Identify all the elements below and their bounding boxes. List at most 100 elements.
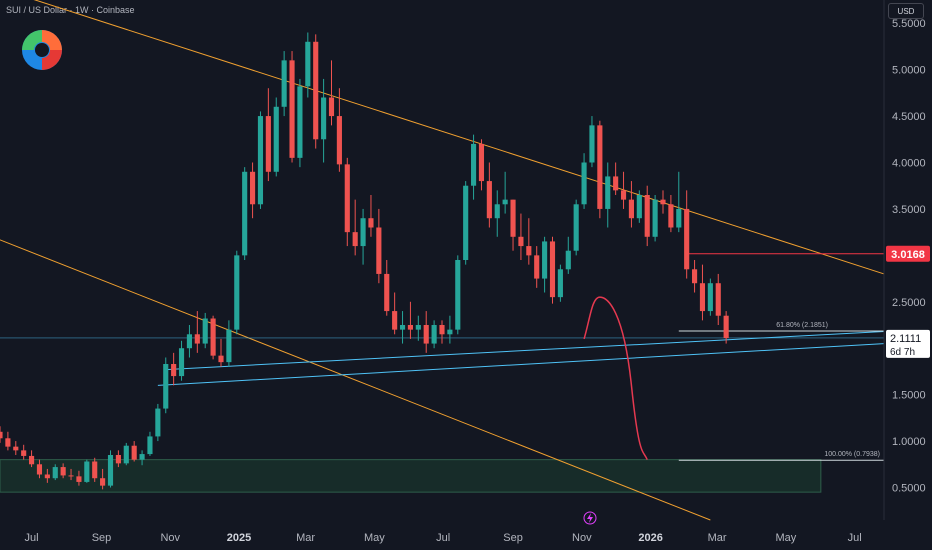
candle bbox=[542, 236, 548, 293]
y-tick-label: 1.5000 bbox=[892, 390, 926, 402]
candle bbox=[478, 139, 485, 191]
candle bbox=[526, 218, 532, 265]
candle bbox=[123, 442, 129, 466]
candle bbox=[628, 181, 634, 228]
candle bbox=[60, 463, 66, 479]
candle bbox=[218, 338, 224, 367]
countdown-label: 6d 7h bbox=[890, 347, 915, 358]
candle bbox=[439, 320, 445, 344]
candle bbox=[257, 111, 264, 209]
candle bbox=[494, 190, 500, 237]
y-tick-label: 5.5000 bbox=[892, 18, 926, 30]
x-tick-label: Sep bbox=[503, 532, 523, 544]
currency-button[interactable]: USD bbox=[888, 3, 924, 19]
candle bbox=[29, 450, 35, 468]
candle bbox=[115, 450, 121, 468]
candle bbox=[605, 162, 611, 228]
candle bbox=[281, 51, 287, 117]
last-price-tag bbox=[886, 329, 930, 358]
candle bbox=[668, 195, 674, 233]
candle bbox=[194, 311, 200, 353]
candle bbox=[163, 357, 169, 414]
candle bbox=[534, 246, 540, 288]
candle bbox=[44, 468, 50, 483]
candle bbox=[486, 162, 492, 228]
candle bbox=[68, 468, 74, 481]
candle bbox=[210, 315, 216, 360]
candle bbox=[186, 325, 192, 358]
chart-header-symbol: SUI / US Dollar · 1W · Coinbase bbox=[6, 5, 135, 15]
demand-zone bbox=[0, 459, 822, 493]
candle bbox=[352, 199, 358, 256]
candle bbox=[5, 431, 11, 451]
candle bbox=[518, 213, 524, 260]
candle bbox=[13, 441, 19, 455]
last-price-label: 2.1111 bbox=[890, 333, 921, 345]
fib-618-label: 61.80% (2.1851) bbox=[776, 322, 828, 329]
candle bbox=[21, 444, 27, 460]
lightning-icon[interactable] bbox=[583, 511, 597, 525]
candle bbox=[597, 120, 603, 219]
candle bbox=[407, 301, 413, 339]
candle bbox=[202, 312, 208, 349]
candle bbox=[273, 97, 279, 177]
candle bbox=[565, 236, 571, 274]
projection-curve bbox=[583, 296, 648, 460]
candle bbox=[549, 236, 556, 304]
candle bbox=[0, 426, 3, 443]
candle bbox=[376, 208, 382, 284]
candle bbox=[723, 311, 729, 344]
support-line-2 bbox=[157, 343, 885, 386]
lower-trendline bbox=[0, 239, 711, 521]
candle bbox=[178, 340, 185, 381]
candle bbox=[636, 190, 642, 223]
candle bbox=[368, 195, 374, 237]
candle bbox=[289, 51, 295, 163]
candle bbox=[384, 260, 390, 316]
candle bbox=[676, 171, 682, 233]
y-tick-label: 3.5000 bbox=[892, 204, 926, 216]
x-tick-label: Jul bbox=[436, 532, 450, 544]
x-tick-label: Jul bbox=[25, 532, 39, 544]
marker-price-tag bbox=[886, 245, 930, 262]
candle bbox=[297, 78, 303, 168]
candle bbox=[305, 32, 311, 98]
candle bbox=[336, 88, 342, 172]
candle bbox=[684, 190, 690, 279]
x-tick-label: May bbox=[364, 532, 385, 544]
candle bbox=[100, 468, 106, 490]
x-tick-label: Sep bbox=[92, 532, 112, 544]
candle bbox=[321, 78, 327, 163]
y-tick-label: 4.5000 bbox=[892, 111, 926, 123]
candle bbox=[155, 403, 161, 442]
upper-trendline bbox=[33, 0, 885, 275]
candle bbox=[581, 153, 587, 209]
candle bbox=[265, 88, 271, 182]
y-tick-label: 1.0000 bbox=[892, 436, 926, 448]
fib-100-label: 100.00% (0.7938) bbox=[824, 451, 880, 458]
candle bbox=[415, 315, 421, 341]
x-tick-label: Nov bbox=[572, 532, 592, 544]
sui-logo-icon bbox=[22, 30, 62, 70]
candle bbox=[360, 208, 366, 265]
x-tick-label: Nov bbox=[160, 532, 180, 544]
y-tick-label: 5.0000 bbox=[892, 65, 926, 77]
candle bbox=[660, 190, 666, 214]
candle bbox=[455, 255, 461, 335]
y-tick-label: 2.5000 bbox=[892, 297, 926, 309]
candle bbox=[423, 311, 429, 353]
candle bbox=[399, 311, 406, 344]
candle bbox=[234, 250, 240, 335]
candle bbox=[171, 352, 177, 386]
x-tick-label: Jul bbox=[848, 532, 862, 544]
y-tick-label: 0.5000 bbox=[892, 483, 926, 495]
candle bbox=[36, 459, 43, 479]
candle bbox=[510, 199, 516, 251]
candle bbox=[139, 450, 145, 466]
candle bbox=[147, 431, 153, 456]
candle bbox=[644, 185, 650, 247]
candle bbox=[328, 60, 335, 126]
candle bbox=[76, 470, 82, 486]
candle bbox=[471, 134, 477, 200]
